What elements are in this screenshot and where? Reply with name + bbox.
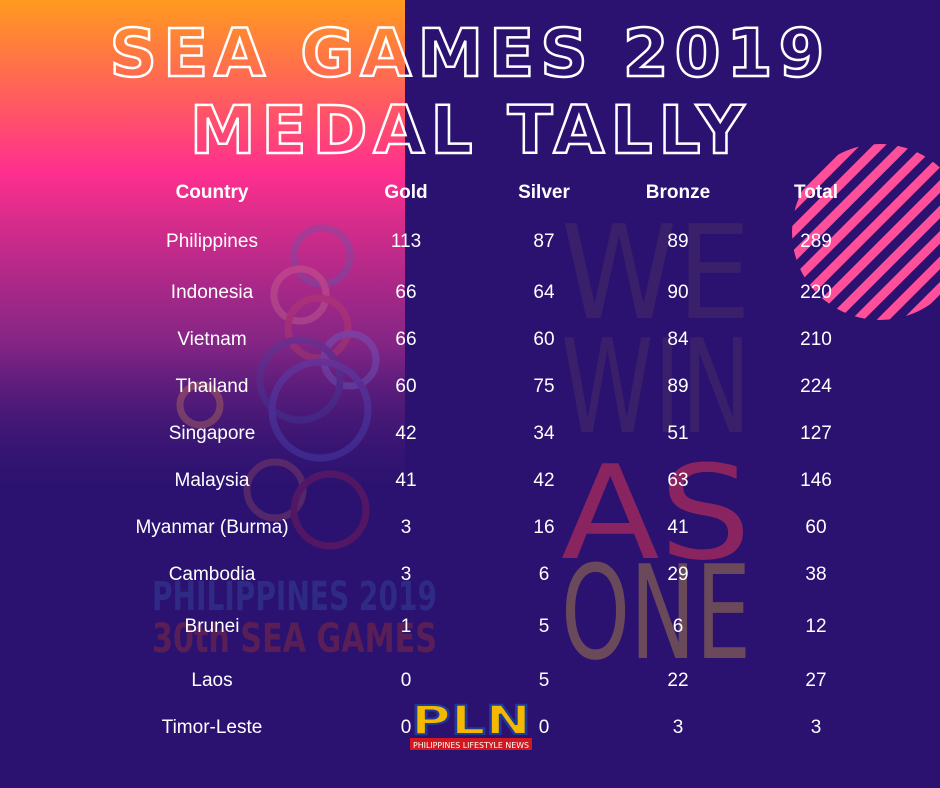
- medal-count: 127: [800, 423, 832, 444]
- title: SEA GAMES 2019: [108, 14, 831, 94]
- column-header: Silver: [518, 182, 570, 203]
- medal-count: 22: [667, 670, 689, 691]
- medal-count: 51: [667, 423, 689, 444]
- medal-count: 3: [400, 564, 412, 585]
- event-watermark: 30th SEA GAMES: [152, 616, 437, 662]
- country-name: Singapore: [168, 423, 256, 444]
- medal-count: 3: [810, 717, 822, 738]
- medal-count: 6: [672, 616, 684, 637]
- country-name: Timor-Leste: [161, 717, 263, 738]
- medal-count: 63: [667, 470, 689, 491]
- medal-count: 42: [533, 470, 555, 491]
- slogan-word: ONE: [561, 537, 751, 689]
- logo-name: PHILIPPINES LIFESTYLE NEWS: [413, 741, 529, 750]
- column-header: Country: [175, 182, 249, 203]
- logo-mark: PLN: [411, 698, 531, 744]
- slogan-word: WIN: [561, 311, 751, 463]
- country-name: Indonesia: [170, 282, 254, 303]
- medal-count: 38: [805, 564, 827, 585]
- country-name: Brunei: [184, 616, 240, 637]
- medal-count: 90: [667, 282, 689, 303]
- country-name: Laos: [191, 670, 233, 691]
- medal-count: 60: [533, 329, 555, 350]
- title: MEDAL TALLY: [189, 91, 751, 171]
- country-name: Malaysia: [174, 470, 250, 491]
- column-header: Total: [794, 182, 838, 203]
- medal-count: 0: [400, 670, 412, 691]
- medal-count: 0: [538, 717, 550, 738]
- medal-count: 27: [805, 670, 827, 691]
- medal-count: 89: [667, 376, 689, 397]
- medal-count: 289: [800, 231, 832, 252]
- medal-count: 60: [805, 517, 827, 538]
- medal-count: 87: [533, 231, 555, 252]
- country-name: Philippines: [166, 231, 258, 252]
- medal-count: 29: [667, 564, 689, 585]
- medal-count: 5: [538, 616, 550, 637]
- slogan-word: WE: [561, 197, 751, 349]
- medal-count: 146: [800, 470, 832, 491]
- country-name: Thailand: [175, 376, 249, 397]
- medal-count: 5: [538, 670, 550, 691]
- medal-count: 89: [667, 231, 689, 252]
- column-header: Bronze: [645, 182, 711, 203]
- medal-count: 66: [395, 329, 417, 350]
- medal-count: 60: [395, 376, 417, 397]
- medal-count: 6: [538, 564, 550, 585]
- medal-count: 42: [395, 423, 417, 444]
- event-watermark: PHILIPPINES 2019: [152, 574, 437, 620]
- medal-count: 12: [805, 616, 827, 637]
- medal-count: 3: [672, 717, 684, 738]
- medal-count: 220: [800, 282, 832, 303]
- medal-count: 210: [800, 329, 832, 350]
- medal-count: 66: [395, 282, 417, 303]
- medal-count: 3: [400, 517, 412, 538]
- logo-bar: [410, 738, 532, 750]
- medal-count: 41: [667, 517, 689, 538]
- medal-count: 16: [533, 517, 555, 538]
- column-header: Gold: [384, 182, 428, 203]
- medal-count: 113: [390, 231, 422, 252]
- medal-count: 0: [400, 717, 412, 738]
- medal-count: 1: [400, 616, 412, 637]
- slogan-word: AS: [561, 437, 751, 589]
- medal-count: 34: [533, 423, 555, 444]
- medal-count: 64: [533, 282, 555, 303]
- medal-count: 224: [800, 376, 832, 397]
- medal-count: 84: [667, 329, 689, 350]
- country-name: Myanmar (Burma): [135, 517, 289, 538]
- country-name: Vietnam: [177, 329, 247, 350]
- country-name: Cambodia: [168, 564, 256, 585]
- medal-count: 41: [395, 470, 417, 491]
- medal-count: 75: [533, 376, 555, 397]
